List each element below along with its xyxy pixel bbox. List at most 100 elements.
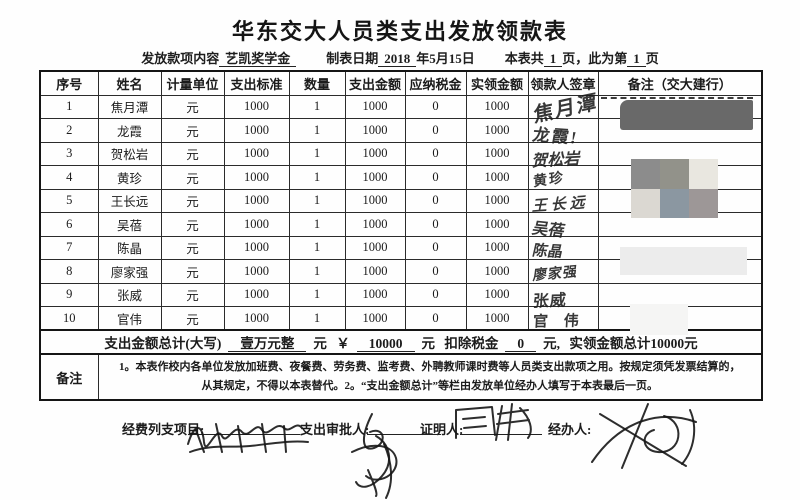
date-label: 制表日期: [326, 51, 379, 66]
cell-seq: 7: [39, 235, 99, 260]
cell-actual: 1000: [465, 141, 529, 166]
cell-qty: 1: [288, 259, 346, 284]
header-actual: 实领金额: [465, 70, 529, 96]
cell-actual: 1000: [465, 282, 529, 307]
header-unit: 计量单位: [160, 70, 225, 96]
cell-qty: 1: [288, 212, 346, 237]
total-amount-cn: 壹万元整: [228, 336, 307, 352]
date-year: 2018: [378, 51, 417, 67]
cell-name: 陈晶: [97, 235, 162, 260]
payee-signature: 官 伟: [532, 313, 585, 331]
header-qty: 数量: [288, 70, 346, 96]
cell-tax: 0: [404, 306, 467, 331]
currency-symbol: ￥: [336, 336, 350, 351]
mosaic-cell: [631, 188, 660, 218]
cell-name: 吴蓓: [97, 212, 162, 237]
cell-signature: 龙霞!: [527, 118, 599, 147]
tax-label: 扣除税金: [444, 336, 499, 351]
form-meta-line: 发放款项内容 艺凯奖学金 制表日期 2018 年5月15日 本表共 1 页，此为第 1 页: [0, 48, 800, 67]
header-name: 姓名: [97, 70, 162, 96]
approver-signature-stroke: [351, 444, 398, 497]
cell-amount: 1000: [344, 212, 406, 237]
cell-signature: 吴蓓: [527, 212, 599, 240]
table-row: 8 廖家强 元 1000 1 1000 0 1000 廖家强: [39, 259, 763, 285]
cell-unit: 元: [160, 212, 225, 237]
actual-total: 实领金额总计10000元: [569, 336, 698, 351]
cell-signature: 王长远: [527, 188, 599, 215]
pages-mid: 页，此为第: [562, 51, 628, 66]
cell-signature: 贺松岩: [527, 141, 599, 170]
cell-unit: 元: [160, 165, 225, 190]
cell-tax: 0: [404, 94, 467, 119]
cell-actual: 1000: [465, 118, 529, 143]
table-row: 3 贺松岩 元 1000 1 1000 0 1000 贺松岩: [39, 141, 763, 170]
table-row: 9 张威 元 1000 1 1000 0 1000 张威: [39, 282, 763, 310]
cell-amount: 1000: [344, 165, 406, 190]
pages-suffix: 页: [645, 51, 659, 66]
date-suffix: 年5月15日: [416, 51, 475, 66]
cell-tax: 0: [404, 212, 467, 237]
total-unit2: 元: [421, 336, 436, 351]
project-signature-stroke: [187, 424, 303, 448]
remark-body: 1。本表作校内各单位发放加班费、夜餐费、劳务费、监考费、外聘教师课时费等人员类支…: [97, 353, 763, 401]
mosaic-cell: [660, 159, 689, 189]
cell-amount: 1000: [344, 94, 406, 119]
cell-seq: 2: [39, 118, 99, 143]
cell-actual: 1000: [465, 188, 529, 213]
cell-standard: 1000: [223, 94, 290, 119]
payee-signature: 廖家强: [531, 264, 579, 285]
cell-actual: 1000: [465, 165, 529, 190]
remark-label: 备注: [39, 353, 99, 401]
cell-unit: 元: [160, 259, 225, 284]
footer-signatures: [187, 403, 697, 499]
remark-row: 备注 1。本表作校内各单位发放加班费、夜餐费、劳务费、监考费、外聘教师课时费等人…: [39, 353, 763, 401]
mosaic-cell: [689, 188, 718, 218]
page-title: 华东交大人员类支出发放领款表: [231, 19, 568, 44]
witness-underline: [460, 434, 542, 435]
total-unit1: 元: [313, 336, 327, 351]
cell-seq: 9: [39, 282, 99, 307]
cell-seq: 3: [39, 141, 99, 166]
cell-actual: 1000: [465, 94, 529, 119]
cell-name: 王长远: [97, 188, 162, 213]
cell-standard: 1000: [223, 118, 290, 143]
cell-standard: 1000: [223, 141, 290, 166]
cell-signature: 官 伟: [527, 306, 599, 331]
payment-table: 序号 姓名 计量单位 支出标准 数量 支出金额 应纳税金 实领金额 领款人签章 …: [39, 70, 763, 401]
cell-signature: 黄珍: [527, 165, 599, 190]
cell-unit: 元: [160, 306, 225, 331]
content-value: 艺凯奖学金: [219, 51, 297, 67]
cell-tax: 0: [404, 259, 467, 284]
payee-signature: 陈晶: [530, 242, 564, 261]
mosaic-cell: [660, 188, 689, 218]
expense-project-label: 经费列支项目:: [122, 422, 205, 437]
header-remark: 备注（交大建行）: [597, 70, 763, 96]
table-row: 7 陈晶 元 1000 1 1000 0 1000 陈晶: [39, 235, 763, 261]
project-underline: [188, 434, 300, 435]
cell-qty: 1: [288, 306, 346, 331]
content-field: 发放款项内容 艺凯奖学金: [141, 48, 297, 67]
total-unit3: 元,: [543, 336, 560, 351]
cell-qty: 1: [288, 165, 346, 190]
cell-unit: 元: [160, 94, 225, 119]
cell-tax: 0: [404, 141, 467, 166]
cell-seq: 5: [39, 188, 99, 213]
cell-standard: 1000: [223, 165, 290, 190]
approver-underline: [367, 434, 441, 435]
cell-name: 龙霞: [97, 118, 162, 143]
cell-amount: 1000: [344, 306, 406, 331]
date-field: 制表日期 2018 年5月15日: [326, 48, 475, 67]
content-label: 发放款项内容: [141, 51, 220, 66]
table-body: 1 焦月潭 元 1000 1 1000 0 1000 焦月潭 2 龙霞 元 10…: [39, 91, 763, 331]
cell-unit: 元: [160, 188, 225, 213]
cell-name: 廖家强: [97, 259, 162, 284]
cell-actual: 1000: [465, 235, 529, 260]
remark-line-1: 1。本表作校内各单位发放加班费、夜餐费、劳务费、监考费、外聘教师课时费等人员类支…: [119, 361, 741, 373]
handler-signature-stroke: [621, 403, 649, 469]
cell-amount: 1000: [344, 235, 406, 260]
cell-seq: 6: [39, 212, 99, 237]
cell-amount: 1000: [344, 188, 406, 213]
cell-amount: 1000: [344, 118, 406, 143]
cell-remark: [597, 282, 763, 307]
